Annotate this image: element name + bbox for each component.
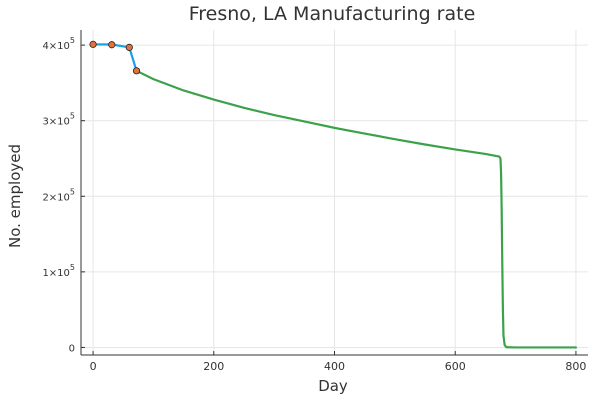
x-tick-label: 400 <box>324 360 345 373</box>
series-group <box>89 40 578 349</box>
x-axis-label: Day <box>318 377 348 395</box>
data-point <box>89 40 97 48</box>
data-point <box>125 43 133 51</box>
data-point <box>108 41 116 49</box>
x-tick-label: 800 <box>565 360 586 373</box>
tick-labels: 0 200 400 600 800 0 1×105 2×105 3×105 4×105 <box>42 36 586 373</box>
grid <box>81 30 588 355</box>
y-tick-label: 4×105 <box>42 36 75 52</box>
x-tick-label: 0 <box>90 360 97 373</box>
chart-title: Fresno, LA Manufacturing rate <box>189 3 476 25</box>
x-tick-label: 600 <box>445 360 466 373</box>
data-point <box>132 67 141 75</box>
y-tick-label: 0 <box>69 343 75 354</box>
series-line-0 <box>91 43 138 72</box>
axes <box>80 30 588 356</box>
series-line-1 <box>135 69 578 349</box>
x-tick-label: 200 <box>203 360 224 373</box>
y-axis-label: No. employed <box>6 144 24 248</box>
y-tick-label: 3×105 <box>42 112 75 128</box>
y-tick-label: 2×105 <box>42 187 75 203</box>
y-tick-label: 1×105 <box>42 263 75 279</box>
